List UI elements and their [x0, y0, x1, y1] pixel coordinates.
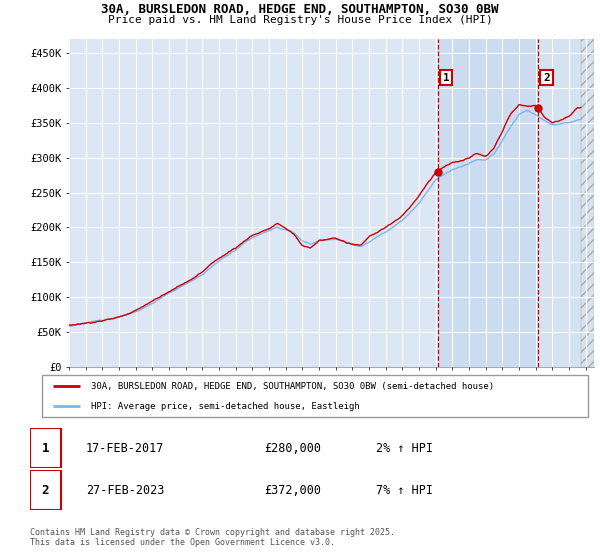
Text: 2: 2	[41, 483, 49, 497]
Text: HPI: Average price, semi-detached house, Eastleigh: HPI: Average price, semi-detached house,…	[91, 402, 360, 411]
Text: 2% ↑ HPI: 2% ↑ HPI	[376, 441, 433, 455]
Text: Price paid vs. HM Land Registry's House Price Index (HPI): Price paid vs. HM Land Registry's House …	[107, 15, 493, 25]
FancyBboxPatch shape	[42, 375, 588, 417]
FancyBboxPatch shape	[30, 428, 61, 468]
FancyBboxPatch shape	[30, 470, 61, 510]
Text: 27-FEB-2023: 27-FEB-2023	[86, 483, 164, 497]
Text: Contains HM Land Registry data © Crown copyright and database right 2025.
This d: Contains HM Land Registry data © Crown c…	[30, 528, 395, 548]
Text: 1: 1	[41, 441, 49, 455]
Text: 1: 1	[443, 73, 449, 82]
Text: 2: 2	[543, 73, 550, 82]
Text: 17-FEB-2017: 17-FEB-2017	[86, 441, 164, 455]
Bar	[437, 39, 538, 367]
Bar	[538, 39, 594, 367]
Bar	[581, 39, 594, 367]
Text: 30A, BURSLEDON ROAD, HEDGE END, SOUTHAMPTON, SO30 0BW (semi-detached house): 30A, BURSLEDON ROAD, HEDGE END, SOUTHAMP…	[91, 381, 494, 391]
Text: £280,000: £280,000	[265, 441, 322, 455]
Text: 30A, BURSLEDON ROAD, HEDGE END, SOUTHAMPTON, SO30 0BW: 30A, BURSLEDON ROAD, HEDGE END, SOUTHAMP…	[101, 3, 499, 16]
Text: 7% ↑ HPI: 7% ↑ HPI	[376, 483, 433, 497]
Text: £372,000: £372,000	[265, 483, 322, 497]
